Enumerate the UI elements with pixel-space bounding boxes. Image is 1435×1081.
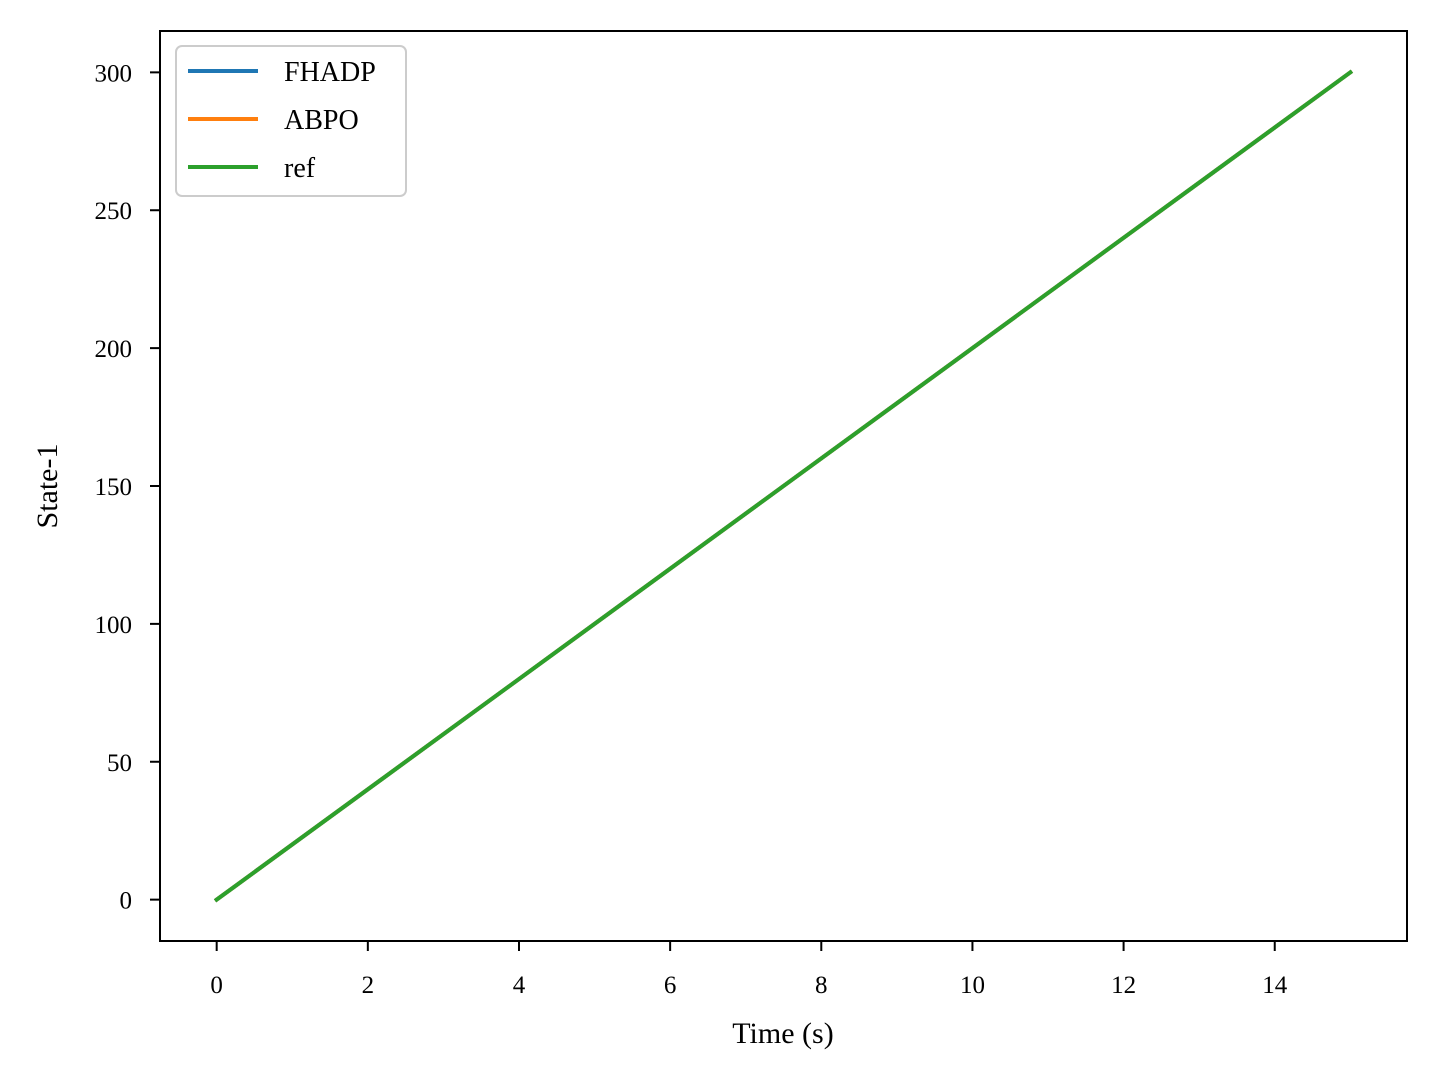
x-tick-label: 8 [815,972,828,999]
y-axis-label: State-1 [31,444,64,529]
x-tick-label: 14 [1262,972,1288,999]
series-layer [213,69,1354,903]
x-tick-label: 10 [960,972,985,999]
legend: FHADP ABPO ref [175,45,407,197]
x-tick-label: 0 [210,972,223,999]
y-tick-label: 250 [95,198,133,225]
legend-label-fhadp: FHADP [284,57,376,88]
y-tick-label: 50 [107,750,132,777]
y-tick-label: 0 [120,888,133,915]
x-tick-label: 6 [664,972,677,999]
x-tick-label: 4 [513,972,526,999]
x-tick-label: 12 [1111,972,1136,999]
legend-label-abpo: ABPO [284,105,359,136]
y-tick-label: 100 [95,612,133,639]
y-tick-label: 300 [95,60,133,87]
y-tick-label: 200 [95,336,133,363]
y-axis: 0 50 100 150 200 250 300 [95,60,160,915]
legend-box [175,45,407,197]
x-axis: 0 2 4 6 8 10 12 14 [210,941,1288,999]
series-line-ref [213,69,1354,903]
legend-label-ref: ref [284,153,316,184]
x-tick-label: 2 [362,972,375,999]
y-tick-label: 150 [95,474,133,501]
x-axis-label: Time (s) [732,1017,833,1050]
